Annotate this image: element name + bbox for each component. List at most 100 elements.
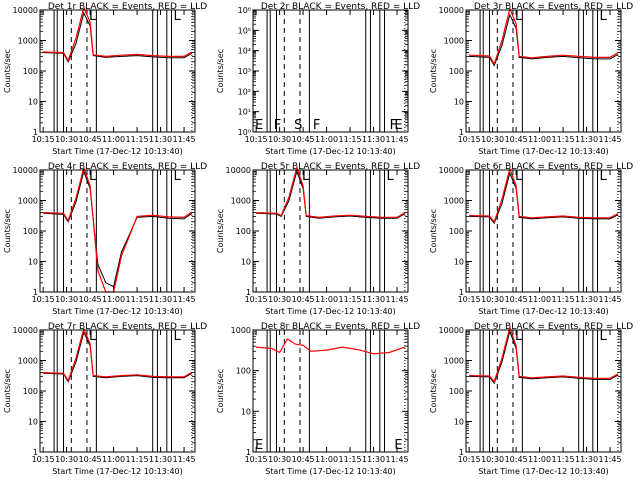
chart-panel: Det 9r BLACK = Events, RED = LLD Counts/s… — [429, 322, 633, 476]
chart-title: Det 1r BLACK = Events, RED = LLD — [48, 2, 207, 12]
x-axis-label: Start Time (17-Dec-12 10:13:40) — [478, 467, 609, 476]
x-tick-label: 11:45 — [386, 295, 409, 304]
x-tick-label: 10:45 — [292, 295, 315, 304]
marker-label: L — [515, 329, 523, 344]
y-tick-label: 10000 — [13, 166, 38, 175]
x-tick-label: 11:45 — [386, 455, 409, 464]
x-tick-label: 10:30 — [55, 135, 78, 144]
y-axis-label: Counts/sec — [429, 369, 438, 413]
chart-panel: Det 4r BLACK = Events, RED = LLD Counts/s… — [3, 162, 207, 316]
series-line-lld — [469, 6, 619, 66]
chart-panel: Det 5r BLACK = Events, RED = LLD Counts/s… — [216, 162, 420, 316]
y-tick-label: 10000 — [13, 326, 38, 335]
x-axis-label: Start Time (17-Dec-12 10:13:40) — [52, 147, 183, 156]
x-tick-label: 10:30 — [268, 135, 291, 144]
x-axis-label: Start Time (17-Dec-12 10:13:40) — [478, 307, 609, 316]
chart-title: Det 5r BLACK = Events, RED = LLD — [261, 162, 420, 172]
y-tick-label: 1000 — [444, 357, 464, 366]
y-tick-label: 1000 — [231, 197, 251, 206]
x-tick-label: 11:15 — [126, 295, 149, 304]
x-tick-label: 10:30 — [481, 295, 504, 304]
x-tick-label: 11:00 — [315, 135, 338, 144]
series-line-events — [469, 171, 619, 225]
y-tick-label: 10 — [454, 98, 464, 107]
y-tick-label: 100 — [23, 387, 38, 396]
x-axis-label: Start Time (17-Dec-12 10:13:40) — [52, 467, 183, 476]
y-tick-label: 10⁰ — [238, 128, 251, 137]
x-tick-label: 10:45 — [292, 455, 315, 464]
plot-frame — [465, 9, 622, 133]
plot-frame — [39, 169, 196, 293]
series-line-lld — [43, 5, 193, 63]
y-tick-label: 100 — [236, 367, 251, 376]
chart-title: Det 7r BLACK = Events, RED = LLD — [48, 322, 207, 332]
y-tick-label: 10000 — [439, 166, 464, 175]
x-axis-label: Start Time (17-Dec-12 10:13:40) — [265, 147, 396, 156]
x-tick-label: 10:15 — [32, 135, 55, 144]
y-tick-label: 10 — [454, 418, 464, 427]
plot-frame — [252, 9, 409, 133]
y-axis-label: Counts/sec — [216, 369, 225, 413]
marker-label: L — [600, 329, 608, 344]
y-tick-label: 10000 — [13, 6, 38, 15]
y-tick-label: 10000 — [226, 166, 251, 175]
series-line-events — [469, 329, 619, 385]
marker-label: L — [600, 9, 608, 24]
y-tick-label: 100 — [23, 67, 38, 76]
marker-label: L — [600, 169, 608, 184]
x-tick-label: 10:15 — [458, 455, 481, 464]
y-tick-label: 10 — [28, 98, 38, 107]
x-axis-label: Start Time (17-Dec-12 10:13:40) — [265, 467, 396, 476]
y-tick-label: 1 — [459, 448, 464, 457]
x-axis-label: Start Time (17-Dec-12 10:13:40) — [52, 307, 183, 316]
x-tick-label: 10:45 — [505, 135, 528, 144]
y-tick-label: 1000 — [444, 37, 464, 46]
y-axis-label: Counts/sec — [429, 209, 438, 253]
y-axis-label: Counts/sec — [3, 49, 12, 93]
x-tick-label: 11:15 — [126, 135, 149, 144]
chart-title: Det 3r BLACK = Events, RED = LLD — [474, 2, 633, 12]
series-line-events — [43, 169, 193, 288]
series-line-events — [256, 169, 406, 219]
y-tick-label: 1000 — [231, 326, 251, 335]
x-tick-label: 10:30 — [268, 455, 291, 464]
x-tick-label: 11:30 — [149, 455, 172, 464]
x-tick-label: 11:15 — [339, 135, 362, 144]
y-tick-label: 1 — [246, 448, 251, 457]
series-line-events — [43, 330, 193, 383]
marker-label: L — [89, 169, 97, 184]
y-tick-label: 10³ — [238, 67, 251, 76]
x-tick-label: 11:45 — [173, 295, 196, 304]
x-tick-label: 11:15 — [552, 295, 575, 304]
x-tick-label: 11:00 — [315, 455, 338, 464]
y-tick-label: 100 — [449, 227, 464, 236]
x-tick-label: 11:00 — [528, 135, 551, 144]
marker-label: L — [302, 169, 310, 184]
x-axis-label: Start Time (17-Dec-12 10:13:40) — [265, 307, 396, 316]
marker-label: F — [274, 118, 281, 133]
x-tick-label: 11:45 — [599, 295, 622, 304]
y-tick-label: 1 — [246, 288, 251, 297]
y-axis-label: Counts/sec — [3, 209, 12, 253]
plot-frame — [252, 329, 409, 453]
x-tick-label: 11:30 — [149, 295, 172, 304]
x-tick-label: 11:30 — [149, 135, 172, 144]
y-tick-label: 1 — [33, 128, 38, 137]
plot-frame — [465, 329, 622, 453]
x-tick-label: 11:45 — [173, 135, 196, 144]
y-tick-label: 10² — [238, 87, 251, 96]
x-tick-label: 11:30 — [362, 135, 385, 144]
chart-panel: Det 3r BLACK = Events, RED = LLD Counts/s… — [429, 2, 633, 156]
y-tick-label: 1 — [459, 128, 464, 137]
x-tick-label: 11:45 — [173, 455, 196, 464]
marker-label: E — [255, 438, 263, 453]
x-tick-label: 10:15 — [245, 455, 268, 464]
x-tick-label: 11:45 — [599, 455, 622, 464]
y-tick-label: 1000 — [18, 197, 38, 206]
series-line-lld — [43, 165, 193, 293]
chart-panel: Det 7r BLACK = Events, RED = LLD Counts/s… — [3, 322, 207, 476]
chart-title: Det 4r BLACK = Events, RED = LLD — [48, 162, 207, 172]
y-tick-label: 10 — [454, 258, 464, 267]
x-tick-label: 11:00 — [102, 295, 125, 304]
